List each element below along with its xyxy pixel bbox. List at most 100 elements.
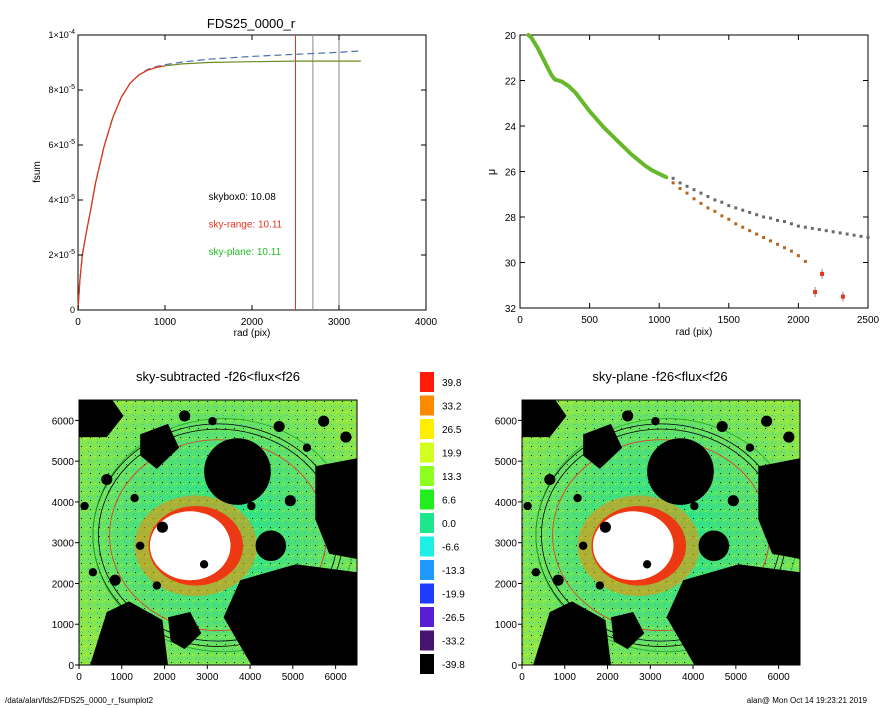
colorbar-swatch (420, 513, 434, 533)
data-point-0 (706, 195, 710, 199)
data-point-0 (727, 204, 731, 208)
mask-circle (251, 617, 263, 629)
data-point-0 (762, 215, 766, 219)
mask-circle (284, 495, 296, 507)
y-tick-label: 30 (505, 259, 517, 270)
colorbar-label: -39.8 (442, 660, 465, 671)
vlines (295, 35, 340, 310)
y-tick-label: 3000 (495, 539, 518, 550)
y-tick-label: 0 (70, 305, 75, 315)
mask-circle (135, 541, 145, 550)
x-tick-label: 3000 (196, 672, 219, 683)
y-tick-label: 3000 (52, 539, 75, 550)
data-point-1 (796, 254, 800, 258)
data-point-1 (776, 242, 780, 246)
y-tick-label: 2000 (52, 579, 75, 590)
x-tick-label: 4000 (239, 672, 262, 683)
mask-polygon (611, 612, 645, 650)
mask-circle (340, 431, 352, 443)
data-point-1 (692, 197, 696, 201)
colorbar-label: -19.9 (442, 590, 465, 601)
mask-polygon (90, 601, 168, 665)
user-timestamp-label: alan@ Mon Oct 14 19:23:21 2019 (746, 696, 867, 705)
mask-circle (179, 410, 191, 422)
data-point-0 (776, 218, 780, 222)
mask-circle (783, 431, 795, 443)
colorbar-label: 13.3 (442, 472, 462, 483)
image-content (522, 400, 800, 665)
y-tick-label: 22 (505, 77, 517, 88)
series-group (77, 50, 361, 311)
mask-circle (92, 407, 110, 425)
data-point-1 (755, 232, 759, 236)
x-tick-label: 0 (76, 672, 82, 683)
data-point-1 (699, 201, 703, 205)
x-tick-label: 4000 (415, 317, 438, 328)
mask-polygon (315, 458, 357, 559)
colorbar-label: 19.9 (442, 449, 462, 460)
x-ticks: 0 1000 2000 3000 4000 5000 6000 (519, 665, 790, 683)
y-tick-label: 28 (505, 213, 517, 224)
image-frame (521, 399, 801, 666)
data-point-0 (859, 234, 863, 238)
x-tick-label: 4000 (682, 672, 705, 683)
y-tick-label: 2×10-5 (48, 249, 75, 260)
data-point-0 (671, 176, 675, 180)
annotation: skybox0: 10.08 (209, 192, 277, 203)
x-tick-label: 2000 (596, 672, 619, 683)
data-point-0 (796, 224, 800, 228)
profile-curve (526, 33, 669, 180)
y-axis-label: fsum (32, 161, 43, 183)
data-point-1 (782, 246, 786, 250)
x-tick-label: 6000 (767, 672, 790, 683)
mask-circle (573, 493, 582, 503)
y-tick-label: 5000 (52, 457, 75, 468)
series-line-0 (77, 50, 361, 311)
mask-circle (552, 574, 564, 586)
data-point-0 (803, 225, 807, 229)
mask-polygon (168, 612, 202, 650)
mask-circle (642, 560, 652, 569)
data-point-1 (748, 229, 752, 233)
mask-circle (745, 443, 755, 452)
data-point-0 (852, 233, 856, 237)
plot-title: FDS25_0000_r (207, 16, 296, 31)
y-tick-label: 2000 (495, 579, 518, 590)
y-tick-label: 1000 (52, 620, 75, 631)
data-point-1 (678, 187, 682, 191)
colorbar-label: -13.3 (442, 566, 465, 577)
mask-circle (761, 415, 773, 427)
mask-circle (88, 568, 98, 577)
mask-circle (599, 521, 611, 533)
mask-polygon (758, 458, 800, 559)
mask-circle (647, 438, 714, 505)
data-point-1 (769, 239, 773, 243)
mask-circle (204, 438, 271, 505)
x-tick-label: 500 (581, 315, 598, 326)
mask-circle (694, 617, 706, 629)
x-tick-label: 1000 (648, 315, 671, 326)
x-tick-label: 3000 (328, 317, 351, 328)
outlier-point (840, 294, 845, 299)
image-title: sky-plane -f26<flux<f26 (592, 369, 727, 384)
mask-circle (330, 621, 339, 630)
image-title: sky-subtracted -f26<flux<f26 (136, 369, 300, 384)
x-tick-label: 5000 (282, 672, 305, 683)
data-point-1 (720, 214, 724, 218)
mask-circle (773, 621, 782, 630)
x-tick-label: 1000 (554, 672, 577, 683)
mask-polygon (223, 564, 357, 665)
colorbar-label: -33.2 (442, 637, 465, 648)
data-point-0 (685, 184, 689, 188)
mask-circle (690, 501, 699, 511)
y-ticks: 20 22 24 26 28 30 32 (505, 31, 868, 315)
data-point-0 (817, 228, 821, 232)
data-point-0 (789, 222, 793, 226)
galaxy-core (592, 511, 674, 581)
colorbar-label: -26.5 (442, 613, 465, 624)
series-group (526, 33, 870, 302)
y-ticks: 0 1000 2000 3000 4000 5000 6000 (495, 416, 522, 672)
mask-circle (531, 568, 541, 577)
data-point-0 (734, 206, 738, 210)
colorbar-swatch (420, 630, 434, 651)
